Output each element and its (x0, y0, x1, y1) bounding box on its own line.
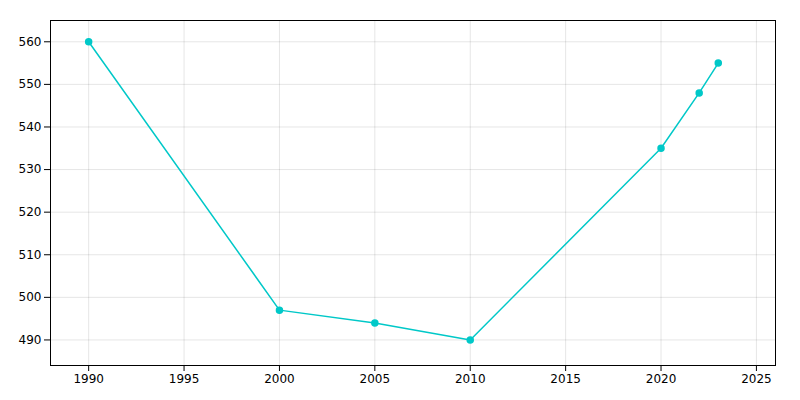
svg-text:2005: 2005 (360, 372, 391, 386)
svg-text:550: 550 (19, 77, 42, 91)
svg-text:1990: 1990 (73, 372, 104, 386)
svg-text:2025: 2025 (741, 372, 772, 386)
svg-text:500: 500 (19, 290, 42, 304)
svg-text:2015: 2015 (550, 372, 581, 386)
svg-text:510: 510 (19, 248, 42, 262)
svg-text:520: 520 (19, 205, 42, 219)
svg-text:2010: 2010 (455, 372, 486, 386)
svg-text:490: 490 (19, 333, 42, 347)
svg-text:560: 560 (19, 35, 42, 49)
svg-text:1995: 1995 (169, 372, 200, 386)
svg-text:2000: 2000 (264, 372, 295, 386)
svg-text:2020: 2020 (646, 372, 677, 386)
svg-text:540: 540 (19, 120, 42, 134)
svg-text:530: 530 (19, 162, 42, 176)
